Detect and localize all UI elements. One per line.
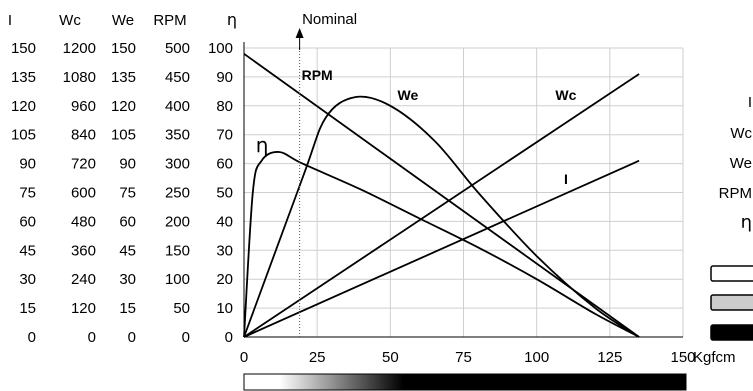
- y-tick-label: 80: [216, 98, 233, 115]
- y-tick-label: 135: [11, 69, 36, 86]
- legend-swatch: [710, 265, 753, 282]
- y-axis-header-1: Wc: [59, 12, 81, 29]
- y-tick-label: 1200: [63, 40, 96, 57]
- y-tick-label: 200: [165, 213, 190, 230]
- y-tick-label: 240: [71, 271, 96, 288]
- y-tick-label: 150: [111, 40, 136, 57]
- x-tick-label: 125: [597, 349, 622, 366]
- y-tick-label: 45: [19, 242, 36, 259]
- y-tick-label: 120: [71, 300, 96, 317]
- series-line-wc: [243, 73, 640, 338]
- y-tick-label: 120: [11, 98, 36, 115]
- y-tick-label: 90: [216, 69, 233, 86]
- y-tick-label: 100: [208, 40, 233, 57]
- legend-item-rpm: RPM: [719, 185, 752, 202]
- nominal-label: Nominal: [302, 11, 357, 28]
- series-label-rpm: RPM: [302, 67, 333, 83]
- y-axis-header-4: η: [227, 10, 237, 29]
- x-tick-label: 25: [309, 349, 326, 366]
- x-tick-label: 50: [382, 349, 399, 366]
- y-tick-label: 50: [173, 300, 190, 317]
- y-tick-label: 135: [111, 69, 136, 86]
- legend-item-current: I: [748, 94, 752, 111]
- series-lines: [243, 53, 640, 338]
- legend-item-we: We: [730, 155, 752, 172]
- y-tick-label: 0: [88, 329, 96, 346]
- nominal-arrow-head: [295, 28, 304, 38]
- colorbar: [243, 373, 687, 391]
- series-label-we: We: [398, 87, 419, 103]
- y-tick-label: 15: [119, 300, 136, 317]
- colorbar-rect: [243, 373, 687, 391]
- y-axis-header-2: We: [112, 12, 134, 29]
- x-tick-label: 100: [524, 349, 549, 366]
- y-tick-label: 30: [119, 271, 136, 288]
- y-tick-label: 450: [165, 69, 190, 86]
- y-tick-label: 30: [19, 271, 36, 288]
- series-line-current: [243, 159, 640, 338]
- y-tick-label: 600: [71, 185, 96, 202]
- series-label-wc: Wc: [555, 87, 576, 103]
- y-tick-label: 0: [182, 329, 190, 346]
- y-tick-label: 720: [71, 156, 96, 173]
- y-tick-label: 60: [119, 213, 136, 230]
- y-tick-label: 120: [111, 98, 136, 115]
- series-line-we: [243, 95, 640, 338]
- series-line-efficiency: [243, 151, 640, 338]
- series-label-current: I: [564, 171, 568, 187]
- y-tick-label: 150: [165, 242, 190, 259]
- y-tick-label: 480: [71, 213, 96, 230]
- y-tick-label: 0: [128, 329, 136, 346]
- annotations: RPM I Wc We η Nominal: [256, 11, 577, 337]
- y-tick-label: 350: [165, 127, 190, 144]
- series-label-efficiency: η: [256, 133, 269, 157]
- y-tick-label: 60: [19, 213, 36, 230]
- y-tick-label: 360: [71, 242, 96, 259]
- legend-item-wc: Wc: [730, 125, 752, 142]
- y-axis-header-0: I: [8, 12, 12, 29]
- y-tick-label: 960: [71, 98, 96, 115]
- legend: I Wc We RPM η: [710, 94, 753, 341]
- y-tick-label: 60: [216, 156, 233, 173]
- y-tick-label: 70: [216, 127, 233, 144]
- y-tick-label: 0: [28, 329, 36, 346]
- y-axis-columns: I1501351201059075604530150Wc120010809608…: [8, 10, 237, 346]
- y-tick-label: 15: [19, 300, 36, 317]
- y-tick-label: 45: [119, 242, 136, 259]
- y-tick-label: 0: [225, 329, 233, 346]
- y-tick-label: 250: [165, 185, 190, 202]
- y-tick-label: 1080: [63, 69, 96, 86]
- legend-item-efficiency: η: [741, 212, 752, 233]
- y-tick-label: 10: [216, 300, 233, 317]
- x-axis-unit: Kgfcm: [693, 349, 736, 366]
- y-tick-label: 40: [216, 213, 233, 230]
- x-tick-label: 150: [670, 349, 695, 366]
- y-tick-label: 500: [165, 40, 190, 57]
- x-tick-label: 75: [455, 349, 472, 366]
- y-tick-label: 75: [119, 185, 136, 202]
- y-tick-label: 400: [165, 98, 190, 115]
- y-tick-label: 105: [11, 127, 36, 144]
- y-tick-label: 90: [119, 156, 136, 173]
- y-tick-label: 50: [216, 185, 233, 202]
- y-tick-label: 30: [216, 242, 233, 259]
- y-tick-label: 20: [216, 271, 233, 288]
- legend-swatch: [710, 294, 753, 311]
- y-tick-label: 840: [71, 127, 96, 144]
- y-tick-label: 300: [165, 156, 190, 173]
- y-tick-label: 105: [111, 127, 136, 144]
- y-axis-header-3: RPM: [153, 12, 186, 29]
- x-tick-label: 0: [240, 349, 248, 366]
- y-tick-label: 150: [11, 40, 36, 57]
- y-tick-label: 100: [165, 271, 190, 288]
- y-tick-label: 75: [19, 185, 36, 202]
- y-tick-label: 90: [19, 156, 36, 173]
- legend-swatch: [710, 324, 753, 341]
